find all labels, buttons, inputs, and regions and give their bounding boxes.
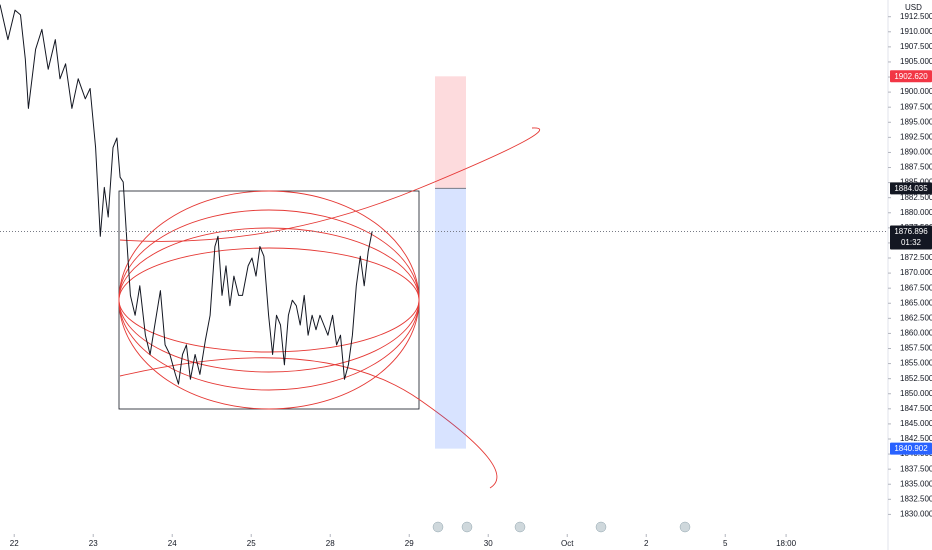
y-tick-label: 1837.500 [900, 464, 932, 473]
price-badge-label: 1840.902 [894, 444, 928, 453]
y-tick-label: 1905.000 [900, 57, 932, 66]
y-tick-label: 1882.500 [900, 193, 932, 202]
event-icon[interactable] [432, 521, 444, 533]
event-icon[interactable] [595, 521, 607, 533]
drawings [118, 127, 691, 533]
y-tick-label: 1855.000 [900, 359, 932, 368]
x-tick-label: 24 [168, 539, 177, 548]
x-tick-label: 2 [644, 539, 649, 548]
y-tick-label: 1897.500 [900, 102, 932, 111]
y-tick-label: 1895.000 [900, 117, 932, 126]
price-badge [890, 182, 932, 195]
y-tick-label: 1887.500 [900, 163, 932, 172]
x-tick-label: Oct [561, 539, 574, 548]
y-tick-label: 1845.000 [900, 419, 932, 428]
event-icon[interactable] [514, 521, 526, 533]
y-tick-label: 1860.000 [900, 329, 932, 338]
x-tick-label: 18:00 [776, 539, 797, 548]
last-price-badge [890, 225, 932, 250]
y-tick-label: 1870.000 [900, 268, 932, 277]
y-tick-label: 1912.500 [900, 12, 932, 21]
y-tick-label: 1880.000 [900, 208, 932, 217]
y-tick-label: 1842.500 [900, 434, 932, 443]
event-icons[interactable] [432, 521, 691, 533]
y-tick-label: 1885.000 [900, 178, 932, 187]
y-tick-label: 1892.500 [900, 132, 932, 141]
position-target-zone [435, 188, 466, 449]
arc-lower[interactable] [119, 357, 498, 489]
x-tick-label: 30 [484, 539, 493, 548]
ellipse[interactable] [118, 227, 420, 373]
event-icon[interactable] [679, 521, 691, 533]
countdown-label: 01:32 [901, 238, 922, 247]
y-tick-label: 1900.000 [900, 87, 932, 96]
x-tick-label: 22 [10, 539, 19, 548]
x-tick-label: 28 [326, 539, 335, 548]
x-tick-label: 23 [89, 539, 98, 548]
last-price-label: 1876.896 [894, 227, 928, 236]
ellipses[interactable] [118, 127, 541, 489]
y-tick-label: 1890.000 [900, 148, 932, 157]
price-badge-label: 1884.035 [894, 184, 928, 193]
position-stop-zone [435, 76, 466, 189]
y-tick-label: 1847.500 [900, 404, 932, 413]
y-tick-label: 1867.500 [900, 283, 932, 292]
y-tick-label: 1910.000 [900, 27, 932, 36]
y-tick-label: 1907.500 [900, 42, 932, 51]
y-tick-label: 1865.000 [900, 298, 932, 307]
arc-upper[interactable] [119, 127, 541, 242]
currency-label: USD [905, 3, 922, 12]
y-tick-label: 1850.000 [900, 389, 932, 398]
y-tick-label: 1830.000 [900, 510, 932, 519]
price-badge [890, 70, 932, 83]
price-badge-label: 1902.620 [894, 72, 928, 81]
x-tick-label: 5 [723, 539, 728, 548]
y-tick-label: 1852.500 [900, 374, 932, 383]
y-tick-label: 1862.500 [900, 313, 932, 322]
event-icon[interactable] [461, 521, 473, 533]
y-tick-label: 1835.000 [900, 479, 932, 488]
price-line [0, 4, 373, 385]
y-tick-label: 1857.500 [900, 344, 932, 353]
y-tick-label: 1832.500 [900, 494, 932, 503]
x-tick-label: 29 [405, 539, 414, 548]
x-tick-label: 25 [247, 539, 256, 548]
ellipse[interactable] [118, 247, 420, 353]
ellipse[interactable] [118, 209, 420, 391]
price-badge [890, 442, 932, 455]
y-tick-label: 1872.500 [900, 253, 932, 262]
